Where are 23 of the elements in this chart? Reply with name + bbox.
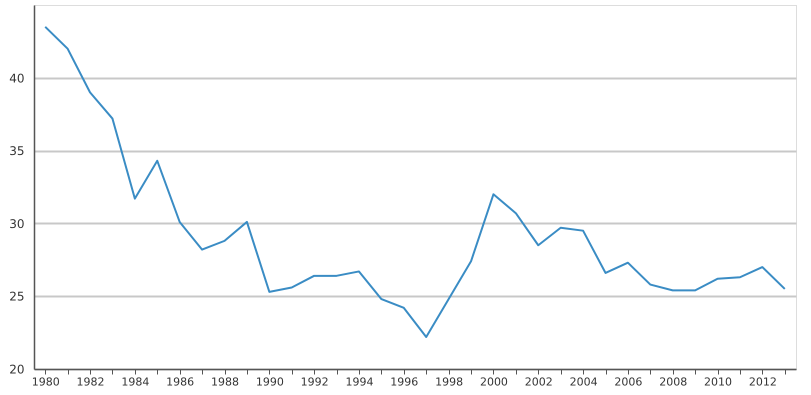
- x-tick-label: 1994: [345, 376, 374, 388]
- x-tick-label: 2008: [659, 376, 688, 388]
- x-tick-label: 2004: [570, 376, 598, 388]
- y-tick-label: 35: [9, 144, 24, 158]
- x-tick-label: 1988: [211, 376, 239, 388]
- x-tick-label: 1984: [121, 376, 150, 388]
- x-tick-label: 1998: [435, 376, 464, 388]
- x-tick-label: 2002: [524, 376, 553, 388]
- x-tick-label: 2012: [748, 376, 777, 388]
- y-tick-label: 25: [9, 290, 24, 304]
- x-tick-label: 1982: [76, 376, 105, 388]
- x-tick-label: 1992: [300, 376, 329, 388]
- x-tick-label: 2000: [480, 376, 508, 388]
- y-tick-label: 30: [9, 216, 24, 231]
- x-tick-label: 1980: [32, 376, 60, 388]
- y-tick-label: 40: [9, 71, 24, 86]
- line-series: [44, 26, 786, 338]
- x-tick-label: 2010: [704, 376, 732, 388]
- x-tick-label: 1986: [166, 376, 194, 388]
- y-tick-label: 20: [9, 362, 24, 376]
- x-tick-label: 1990: [256, 376, 284, 388]
- x-tick-label: 1996: [390, 376, 418, 388]
- x-tick-label: 2006: [614, 376, 642, 388]
